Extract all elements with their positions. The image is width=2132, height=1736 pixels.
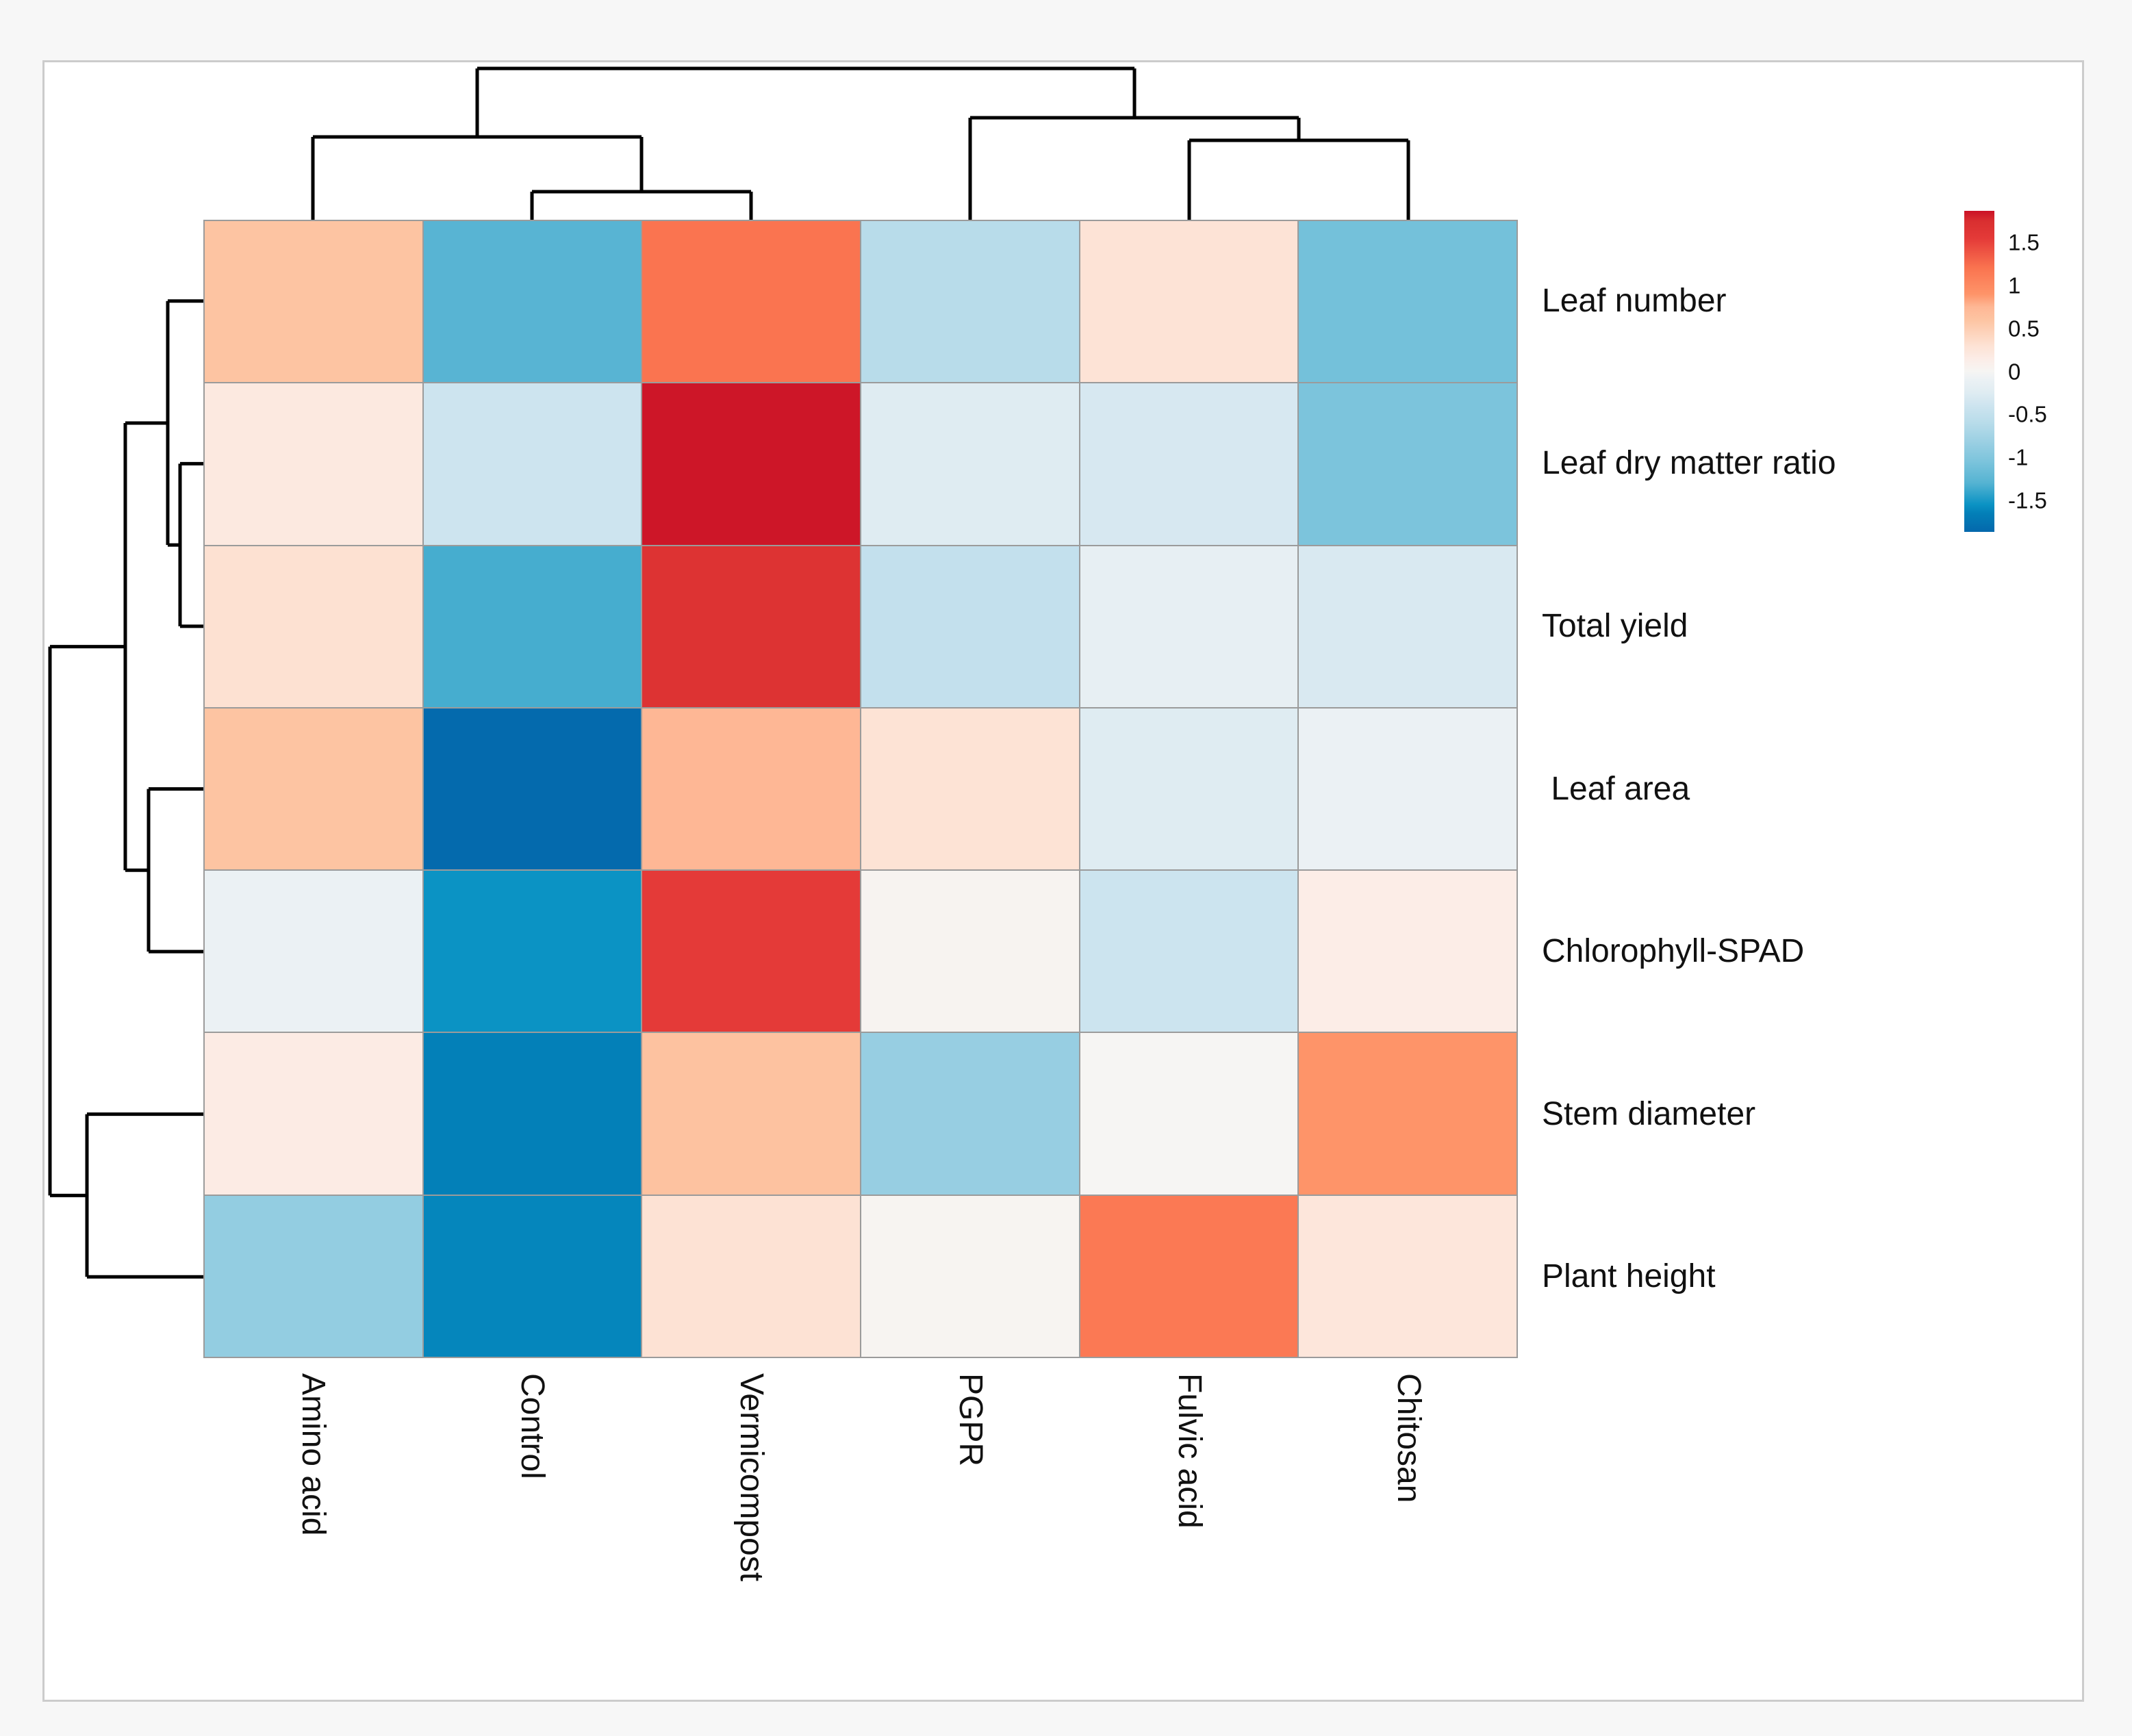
heatmap-cell xyxy=(1080,221,1298,383)
heatmap-cell xyxy=(423,546,642,707)
heatmap-cell xyxy=(1080,1195,1298,1357)
heatmap-cell xyxy=(642,871,860,1032)
heatmap-cell xyxy=(205,1195,422,1357)
heatmap-cell xyxy=(1299,383,1516,545)
heatmap-cell xyxy=(1080,871,1298,1032)
heatmap-cell xyxy=(423,1195,642,1357)
heatmap-cell xyxy=(642,1033,860,1195)
column-label: Chitosan xyxy=(1391,1373,1427,1503)
legend-gradient-bar xyxy=(1964,211,1994,532)
row-label: Plant height xyxy=(1542,1258,1716,1295)
heatmap-cell xyxy=(1080,383,1298,545)
row-dendrogram xyxy=(48,299,203,1279)
heatmap-cell xyxy=(1299,1033,1516,1195)
heatmap-grid xyxy=(203,220,1518,1358)
heatmap-cell xyxy=(205,1033,422,1195)
heatmap-cell xyxy=(861,1033,1079,1195)
row-label: Stem diameter xyxy=(1542,1095,1756,1132)
legend-tick-label: 0 xyxy=(2008,359,2021,384)
legend-tick-label: 1.5 xyxy=(2008,229,2040,255)
heatmap-cell xyxy=(861,871,1079,1032)
heatmap-cell xyxy=(423,708,642,870)
row-label: Total yield xyxy=(1542,607,1688,644)
heatmap-cell xyxy=(1080,1033,1298,1195)
row-label: Leaf area xyxy=(1542,770,1690,807)
heatmap-cell xyxy=(642,708,860,870)
heatmap-cell xyxy=(1299,1195,1516,1357)
legend-tick-label: -1 xyxy=(2008,444,2029,470)
legend-tick-label: 1 xyxy=(2008,272,2021,298)
heatmap-cell xyxy=(423,871,642,1032)
heatmap-cell xyxy=(423,221,642,383)
column-label: Fulvic acid xyxy=(1171,1373,1208,1529)
heatmap-cell xyxy=(861,221,1079,383)
heatmap-cell xyxy=(861,1195,1079,1357)
column-label: Amino acid xyxy=(295,1373,331,1536)
heatmap-cell xyxy=(1080,546,1298,707)
column-label: Control xyxy=(514,1373,550,1479)
heatmap-cell xyxy=(205,708,422,870)
legend-tick-label: 0.5 xyxy=(2008,316,2040,342)
heatmap-cell xyxy=(861,708,1079,870)
heatmap-cell xyxy=(642,546,860,707)
legend-tick-label: -0.5 xyxy=(2008,401,2047,427)
heatmap-cell xyxy=(205,383,422,545)
heatmap-cell xyxy=(423,1033,642,1195)
heatmap-cell xyxy=(1299,221,1516,383)
heatmap-cell xyxy=(205,871,422,1032)
heatmap-cell xyxy=(642,221,860,383)
heatmap-cell xyxy=(1080,708,1298,870)
heatmap-cell xyxy=(205,221,422,383)
heatmap-cell xyxy=(1299,871,1516,1032)
column-label: Vermicompost xyxy=(733,1373,770,1582)
heatmap-cell xyxy=(861,546,1079,707)
row-label: Chlorophyll-SPAD xyxy=(1542,933,1805,970)
heatmap-cell xyxy=(642,383,860,545)
heatmap-cell xyxy=(1299,708,1516,870)
heatmap-cell xyxy=(642,1195,860,1357)
heatmap-cell xyxy=(1299,546,1516,707)
heatmap-cell xyxy=(423,383,642,545)
row-label: Leaf number xyxy=(1542,282,1727,319)
heatmap-cell xyxy=(861,383,1079,545)
row-label: Leaf dry matter ratio xyxy=(1542,445,1836,482)
column-dendrogram xyxy=(311,66,1410,220)
heatmap-cell xyxy=(205,546,422,707)
legend-tick-label: -1.5 xyxy=(2008,487,2047,513)
column-label: PGPR xyxy=(952,1373,989,1467)
